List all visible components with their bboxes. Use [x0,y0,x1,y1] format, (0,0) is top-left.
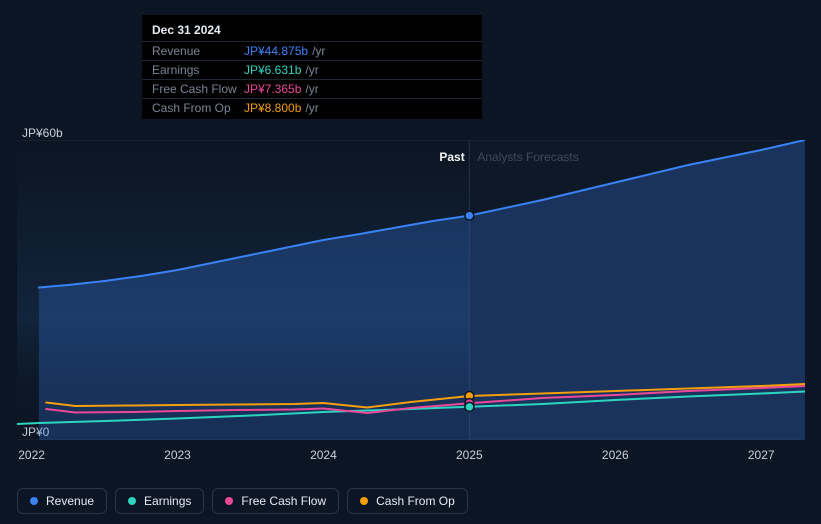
legend-dot-icon [225,497,233,505]
legend-label: Free Cash Flow [241,494,326,508]
x-tick: 2024 [310,448,337,462]
x-tick: 2023 [164,448,191,462]
tooltip-row: RevenueJP¥44.875b/yr [142,41,482,60]
x-tick: 2027 [748,448,775,462]
tooltip-metric-unit: /yr [305,101,318,115]
tooltip-metric-label: Earnings [152,63,244,77]
x-tick: 2022 [18,448,45,462]
tooltip-metric-unit: /yr [305,63,318,77]
tooltip-row: Free Cash FlowJP¥7.365b/yr [142,79,482,98]
tooltip-date: Dec 31 2024 [142,21,482,41]
x-tick: 2025 [456,448,483,462]
tooltip-row: EarningsJP¥6.631b/yr [142,60,482,79]
tooltip-metric-unit: /yr [305,82,318,96]
chart-plot[interactable] [17,140,805,440]
legend-label: Earnings [144,494,191,508]
legend-dot-icon [30,497,38,505]
tooltip-metric-label: Cash From Op [152,101,244,115]
legend-label: Cash From Op [376,494,455,508]
legend-dot-icon [360,497,368,505]
tooltip-metric-label: Free Cash Flow [152,82,244,96]
legend-item-revenue[interactable]: Revenue [17,488,107,514]
tooltip-metric-value: JP¥6.631b [244,63,301,77]
tooltip-metric-value: JP¥8.800b [244,101,301,115]
legend-label: Revenue [46,494,94,508]
legend-item-earnings[interactable]: Earnings [115,488,204,514]
y-tick-60: JP¥60b [22,126,63,140]
tooltip-row: Cash From OpJP¥8.800b/yr [142,98,482,117]
legend-item-cfo[interactable]: Cash From Op [347,488,468,514]
legend-dot-icon [128,497,136,505]
tooltip-metric-value: JP¥44.875b [244,44,308,58]
legend-item-fcf[interactable]: Free Cash Flow [212,488,339,514]
x-tick: 2026 [602,448,629,462]
tooltip-metric-label: Revenue [152,44,244,58]
tooltip-metric-value: JP¥7.365b [244,82,301,96]
hover-tooltip: Dec 31 2024 RevenueJP¥44.875b/yrEarnings… [142,15,482,119]
tooltip-metric-unit: /yr [312,44,325,58]
legend: Revenue Earnings Free Cash Flow Cash From O… [17,488,468,514]
